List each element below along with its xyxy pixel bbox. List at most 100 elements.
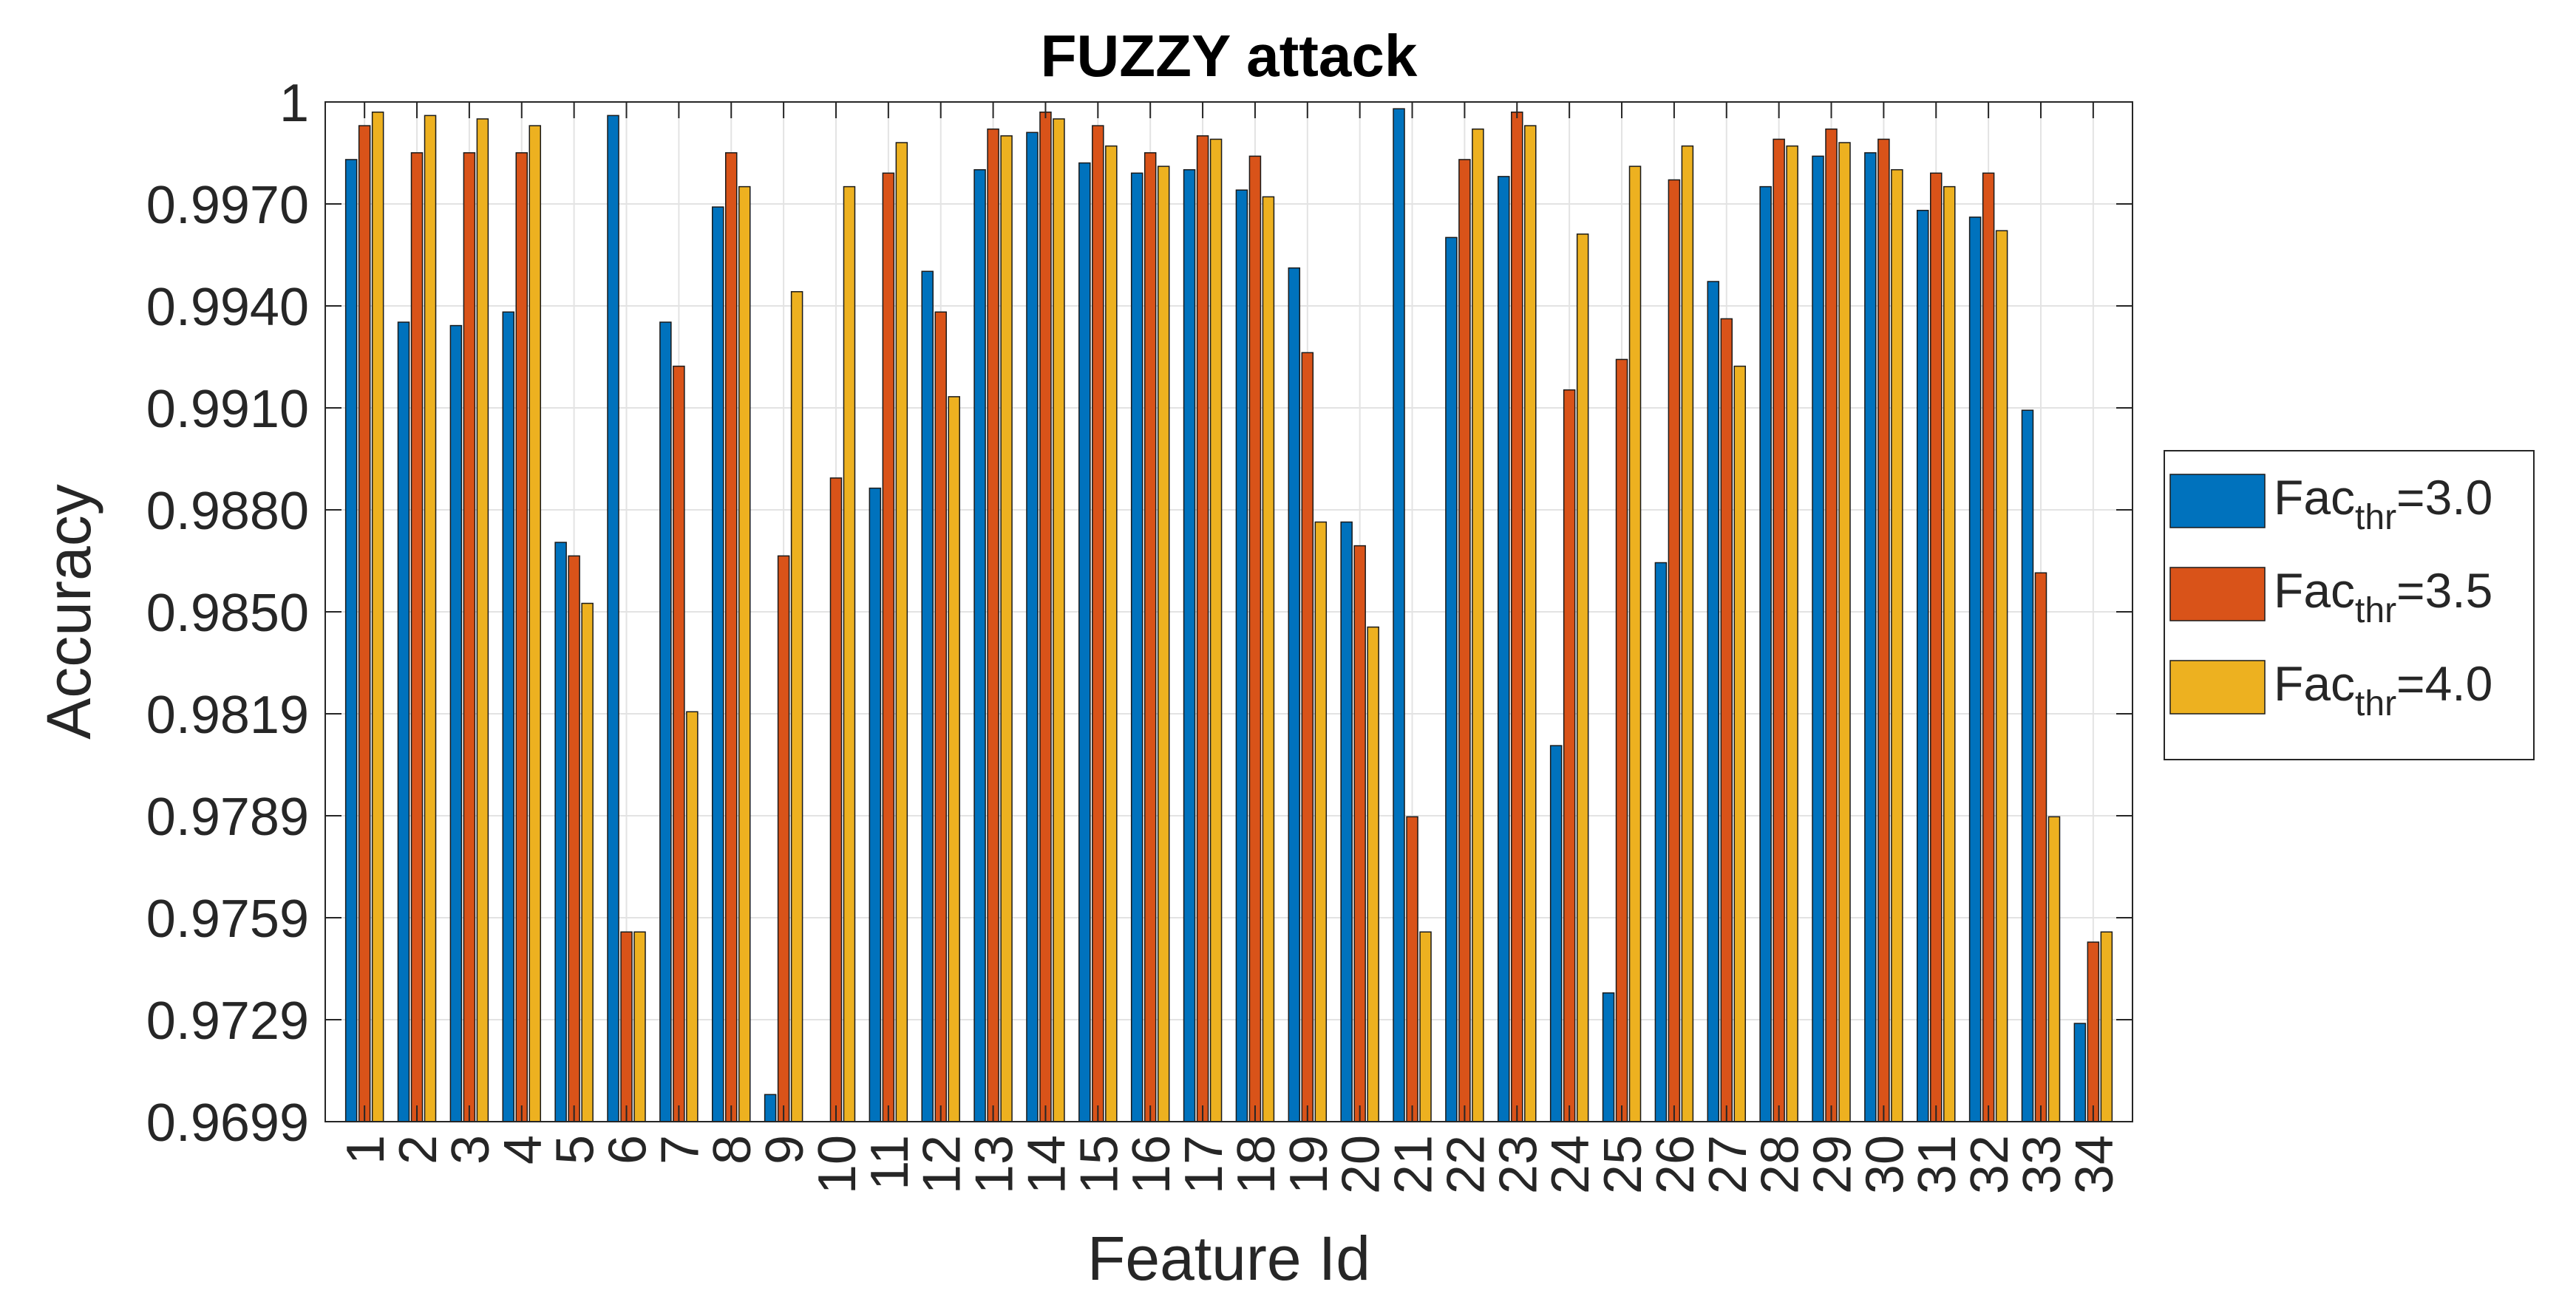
x-tick-labels: 1234567891011121314151617181920212223242… [336,1135,2124,1194]
bar [869,487,882,1122]
x-tick-label: 11 [860,1135,920,1190]
bar [673,365,685,1122]
bar [1812,155,1824,1122]
x-tick-label: 18 [1227,1135,1286,1194]
bar [2100,931,2113,1122]
bar [948,396,960,1122]
bar [1825,128,1838,1122]
bar [843,185,856,1122]
bar [1511,112,1523,1122]
bar [1982,172,1995,1122]
x-tick-label: 34 [2065,1135,2124,1194]
bar [1130,172,1143,1122]
bar [724,152,738,1122]
legend-entry: Facthr=4.0 [2274,656,2492,723]
legend-entry: Facthr=3.0 [2274,470,2492,537]
bar [1877,138,1890,1122]
x-axis-label: Feature Id [1087,1224,1370,1293]
x-tick-label: 23 [1489,1135,1548,1194]
bar [1707,281,1720,1122]
bar [686,711,699,1122]
y-tick-label: 0.9729 [146,992,309,1051]
x-tick-label: 2 [389,1135,448,1165]
bar [1340,521,1353,1122]
bar [2021,409,2034,1122]
bar [829,477,843,1122]
x-tick-label: 14 [1017,1135,1076,1194]
y-tick-label: 0.9819 [146,686,309,745]
y-tick-label: 0.9699 [146,1094,309,1153]
bar [1143,152,1157,1122]
legend-swatch [2169,474,2266,528]
x-tick-label: 22 [1436,1135,1495,1194]
bar [633,931,646,1122]
y-tick-label: 0.9789 [146,788,309,847]
bar [1419,931,1432,1122]
x-tick-label: 28 [1751,1135,1810,1194]
legend: Facthr=3.0 Facthr=3.5 Facthr=4.0 [2164,450,2535,760]
y-tick-label: 0.9880 [146,482,309,541]
bar [1235,189,1248,1122]
bar [973,168,986,1122]
y-tick-label: 0.9970 [146,176,309,235]
bar [738,185,751,1122]
bar [1864,152,1877,1122]
x-tick-label: 8 [703,1135,762,1165]
bar [1472,128,1484,1122]
bar [1301,352,1314,1122]
bar [1773,138,1785,1122]
bar [882,172,895,1122]
bar [607,115,619,1122]
bar [987,128,999,1122]
bar [1549,745,1563,1122]
y-tick-label: 0.9940 [146,278,309,337]
bar [659,321,672,1122]
bar [1000,135,1013,1122]
x-tick-label: 25 [1594,1135,1653,1194]
x-tick-label: 16 [1122,1135,1181,1194]
bar [1681,145,1694,1122]
legend-swatch [2169,567,2266,621]
bar [502,311,515,1122]
bar [1563,389,1576,1122]
x-tick-label: 1 [336,1135,395,1165]
x-tick-label: 6 [599,1135,658,1165]
bar [476,118,489,1122]
bar [1602,992,1615,1122]
x-tick-label: 10 [808,1135,867,1194]
y-tick-label: 1 [279,74,309,133]
x-tick-label: 7 [650,1135,710,1165]
bar [1105,145,1118,1122]
bar [1183,168,1196,1122]
bar [2087,941,2100,1122]
axis-ticks [325,101,2132,1122]
bar [1943,185,1956,1122]
bar [1157,166,1170,1122]
bar [1733,365,1747,1122]
y-tick-label: 0.9850 [146,584,309,643]
bar [2034,572,2047,1122]
x-tick-label: 4 [494,1135,553,1165]
bar [1196,135,1209,1122]
bar [424,115,437,1122]
y-tick-label: 0.9759 [146,890,309,949]
x-tick-label: 29 [1804,1135,1863,1194]
bar [1053,118,1065,1122]
x-tick-label: 5 [546,1135,605,1165]
bar [2047,816,2061,1122]
bar [410,152,424,1122]
bar [1353,545,1366,1122]
bar [397,321,410,1122]
y-tick-labels: 0.9699 0.9729 0.9759 0.9789 0.9819 0.9850 0.98… [146,74,309,1153]
bar [934,311,947,1122]
bar [554,542,567,1122]
bar [581,602,594,1122]
bar [777,555,790,1122]
x-tick-label: 30 [1855,1135,1914,1194]
bar [1039,112,1052,1122]
bar [1092,125,1104,1122]
bar [1654,562,1668,1122]
bar [371,112,384,1122]
x-tick-label: 24 [1541,1135,1600,1194]
